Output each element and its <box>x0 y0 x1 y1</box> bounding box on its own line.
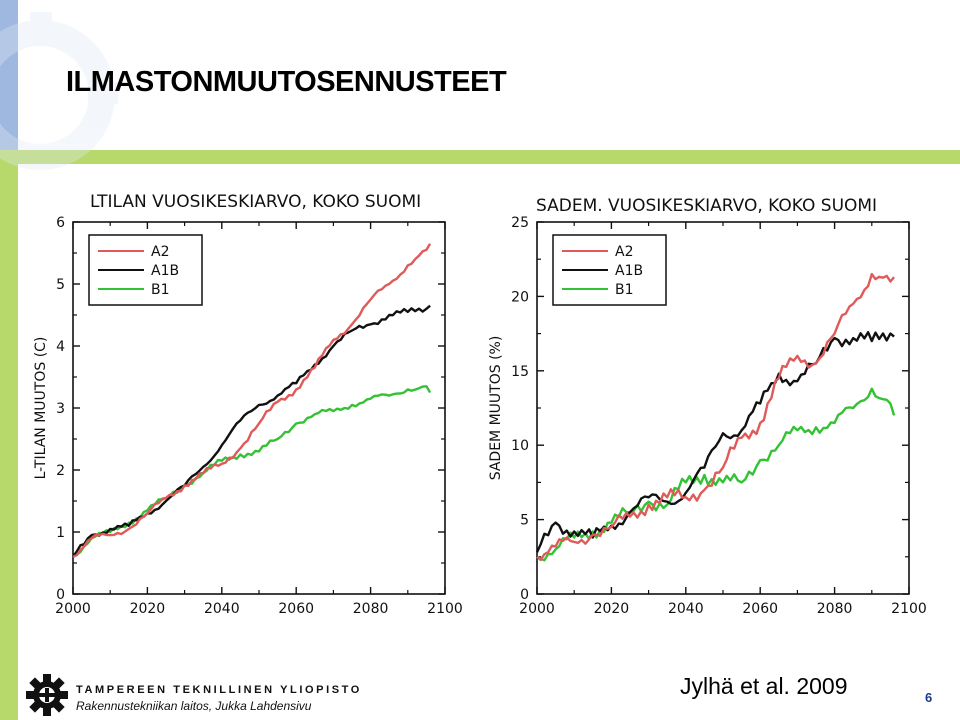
university-name: TAMPEREEN TEKNILLINEN YLIOPISTO <box>76 684 362 696</box>
legend-label-a1b: A1B <box>151 263 179 279</box>
y-tick-label: 0 <box>56 587 65 603</box>
y-tick-label: 20 <box>511 289 529 305</box>
citation: Jylhä et al. 2009 <box>680 673 848 699</box>
x-tick-label: 2000 <box>55 601 91 617</box>
y-tick-label: 4 <box>56 339 65 355</box>
y-tick-label: 5 <box>520 513 529 529</box>
y-tick-label: 6 <box>56 215 65 231</box>
legend: A2 A1B B1 <box>88 234 203 306</box>
x-tick-label: 2100 <box>427 601 463 617</box>
x-tick-label: 2060 <box>742 601 778 617</box>
chart-title: SADEM. VUOSIKESKIARVO, KOKO SUOMI <box>536 196 877 216</box>
series-line-a2 <box>72 243 432 558</box>
legend-label-a2: A2 <box>615 244 633 260</box>
y-tick-label: 0 <box>520 587 529 603</box>
y-tick-label: 1 <box>56 525 65 541</box>
x-tick-label: 2000 <box>519 601 555 617</box>
x-tick-label: 2020 <box>130 601 166 617</box>
y-axis-label: L-TILAN MUUTOS (C) <box>33 337 49 480</box>
x-tick-label: 2060 <box>278 601 314 617</box>
page-number: 6 <box>925 690 933 705</box>
slide-title: ILMASTONMUUTOSENNUSTEET <box>66 66 507 98</box>
x-tick-label: 2080 <box>353 601 389 617</box>
series-line-a1b <box>535 331 895 553</box>
y-tick-label: 3 <box>56 401 65 417</box>
legend: A2 A1B B1 <box>552 234 667 306</box>
x-tick-label: 2100 <box>891 601 927 617</box>
legend-label-a2: A2 <box>151 244 169 260</box>
gear-watermark-icon <box>0 12 118 170</box>
legend-label-b1: B1 <box>151 282 170 298</box>
y-tick-label: 10 <box>511 438 529 454</box>
series-line-b1 <box>72 385 432 558</box>
x-tick-label: 2040 <box>668 601 704 617</box>
x-tick-label: 2040 <box>204 601 240 617</box>
x-tick-label: 2080 <box>817 601 853 617</box>
chart-title: LTILAN VUOSIKESKIARVO, KOKO SUOMI <box>90 192 421 212</box>
series-line-a1b <box>72 304 431 558</box>
header-green-stripe <box>18 150 960 164</box>
y-tick-label: 5 <box>56 277 65 293</box>
y-tick-label: 15 <box>511 364 529 380</box>
university-gear-logo-icon <box>26 674 68 716</box>
department-credit: Rakennustekniikan laitos, Jukka Lahdensi… <box>76 699 312 713</box>
y-tick-label: 2 <box>56 463 65 479</box>
legend-label-a1b: A1B <box>615 263 643 279</box>
y-axis-label: SADEM MUUTOS (%) <box>488 336 504 481</box>
left-green-bar <box>0 0 18 720</box>
series-line-a2 <box>536 272 896 562</box>
legend-label-b1: B1 <box>615 282 634 298</box>
x-tick-label: 2020 <box>594 601 630 617</box>
left-blue-bar <box>0 0 18 150</box>
series-line-b1 <box>536 387 896 562</box>
y-tick-label: 25 <box>511 215 529 231</box>
